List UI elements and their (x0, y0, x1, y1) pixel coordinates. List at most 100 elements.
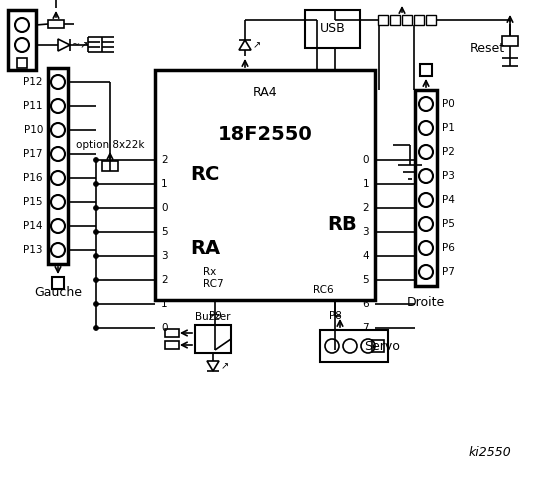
Text: Buzzer: Buzzer (195, 312, 231, 322)
Circle shape (419, 169, 433, 183)
Circle shape (93, 253, 98, 259)
Text: Droite: Droite (407, 296, 445, 309)
Circle shape (325, 339, 339, 353)
Text: P13: P13 (23, 245, 43, 255)
Bar (320, 330, 388, 362)
Text: P16: P16 (23, 173, 43, 183)
Circle shape (419, 217, 433, 231)
Text: RA: RA (190, 239, 220, 257)
Text: Reset: Reset (470, 41, 505, 55)
Text: 4: 4 (362, 251, 369, 261)
Circle shape (51, 123, 65, 137)
Text: P12: P12 (23, 77, 43, 87)
Circle shape (93, 301, 98, 307)
Text: 3: 3 (362, 227, 369, 237)
Circle shape (51, 195, 65, 209)
Circle shape (93, 181, 98, 187)
Text: 2: 2 (362, 203, 369, 213)
Bar (502, 36, 518, 46)
Text: USB: USB (320, 23, 346, 36)
Bar (48, 68, 68, 264)
Text: P11: P11 (23, 101, 43, 111)
Text: Servo: Servo (364, 339, 400, 352)
Text: P7: P7 (442, 267, 455, 277)
Text: 7: 7 (362, 323, 369, 333)
Text: 2: 2 (161, 155, 168, 165)
Circle shape (361, 339, 375, 353)
Text: P6: P6 (442, 243, 455, 253)
Circle shape (15, 38, 29, 52)
Bar (415, 90, 437, 286)
Circle shape (51, 99, 65, 113)
Bar (8, 10, 36, 70)
Text: P9: P9 (208, 311, 221, 321)
Circle shape (419, 97, 433, 111)
Text: 0: 0 (161, 323, 168, 333)
Text: ki2550: ki2550 (468, 445, 512, 458)
Circle shape (93, 205, 98, 211)
Circle shape (51, 147, 65, 161)
Bar (195, 325, 231, 353)
Text: RC6: RC6 (312, 285, 333, 295)
Text: option 8x22k: option 8x22k (76, 140, 144, 150)
Text: 1: 1 (161, 179, 168, 189)
Circle shape (51, 171, 65, 185)
Text: ↗: ↗ (221, 361, 229, 371)
Text: P0: P0 (442, 99, 455, 109)
Circle shape (419, 121, 433, 135)
Bar (52, 277, 64, 289)
Text: ↗: ↗ (253, 40, 261, 50)
Text: 18F2550: 18F2550 (218, 125, 312, 144)
Text: 5: 5 (161, 227, 168, 237)
Text: Rx: Rx (203, 267, 216, 277)
Text: RB: RB (327, 216, 357, 235)
Circle shape (51, 75, 65, 89)
Bar (414, 15, 424, 25)
Text: 1: 1 (161, 299, 168, 309)
Text: P15: P15 (23, 197, 43, 207)
Bar (165, 341, 179, 349)
Circle shape (15, 18, 29, 32)
Bar (372, 340, 384, 352)
Text: P8: P8 (328, 311, 341, 321)
Bar (17, 58, 27, 68)
Text: RA4: RA4 (253, 85, 277, 98)
Circle shape (419, 241, 433, 255)
Circle shape (93, 229, 98, 235)
Bar (420, 64, 432, 76)
Bar (426, 15, 436, 25)
Text: RC: RC (190, 166, 220, 184)
Circle shape (51, 219, 65, 233)
Bar (48, 20, 64, 28)
Circle shape (419, 193, 433, 207)
Text: P5: P5 (442, 219, 455, 229)
Text: P10: P10 (24, 125, 43, 135)
Text: P14: P14 (23, 221, 43, 231)
Text: 0: 0 (161, 203, 168, 213)
Text: 5: 5 (362, 275, 369, 285)
Text: Gauche: Gauche (34, 286, 82, 299)
Text: 2: 2 (161, 275, 168, 285)
Circle shape (343, 339, 357, 353)
Bar (102, 161, 118, 171)
Circle shape (93, 325, 98, 331)
Bar (378, 15, 388, 25)
Bar (165, 329, 179, 337)
Circle shape (419, 265, 433, 279)
Bar (390, 15, 400, 25)
Circle shape (93, 277, 98, 283)
Text: ~↗: ~↗ (72, 40, 88, 50)
Text: 0: 0 (363, 155, 369, 165)
Text: 1: 1 (362, 179, 369, 189)
Text: RC7: RC7 (203, 279, 223, 289)
Text: P17: P17 (23, 149, 43, 159)
Text: P1: P1 (442, 123, 455, 133)
Circle shape (51, 243, 65, 257)
Bar (402, 15, 412, 25)
Circle shape (419, 145, 433, 159)
Circle shape (93, 157, 98, 163)
Bar (155, 70, 375, 300)
Text: 6: 6 (362, 299, 369, 309)
Text: P3: P3 (442, 171, 455, 181)
Bar (305, 10, 360, 48)
